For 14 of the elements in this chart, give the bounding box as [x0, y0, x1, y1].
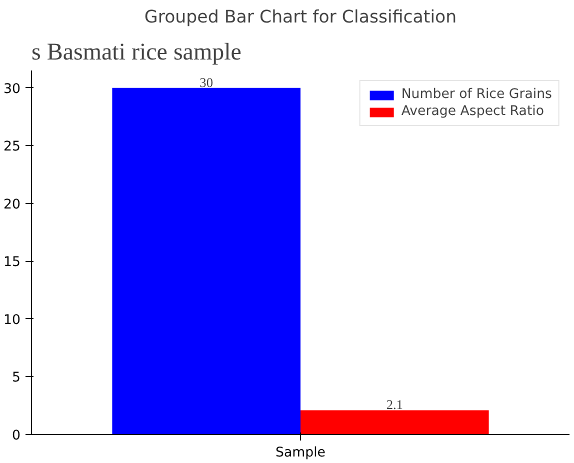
- x-tick-label: Sample: [276, 446, 326, 460]
- data-label: 2.1: [386, 397, 403, 412]
- legend-label: Number of Rice Grains: [401, 87, 552, 102]
- y-tick-label: 15: [4, 255, 21, 270]
- legend-label: Average Aspect Ratio: [401, 104, 544, 119]
- chart-title: Grouped Bar Chart for Classification: [144, 8, 457, 28]
- y-tick-label: 0: [12, 428, 21, 444]
- y-tick-label: 30: [4, 82, 21, 97]
- y-tick-label: 25: [4, 140, 21, 155]
- data-label: 30: [200, 74, 214, 90]
- y-tick-label: 20: [4, 197, 21, 212]
- y-tick-label: 10: [4, 312, 21, 328]
- text: s Basmati rice sample: [32, 40, 242, 66]
- y-tick-label: 5: [12, 370, 21, 386]
